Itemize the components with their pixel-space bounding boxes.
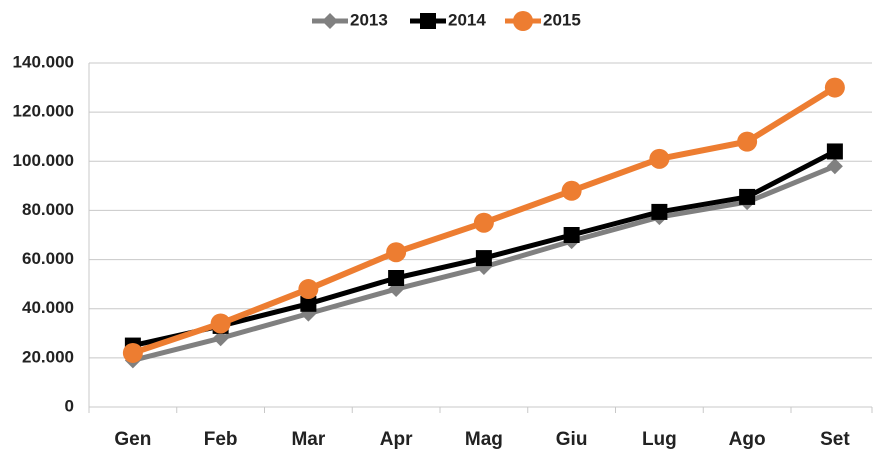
x-tick-label: Mar	[291, 429, 325, 450]
marker	[475, 250, 492, 267]
marker	[386, 242, 407, 263]
x-tick-label: Set	[820, 429, 850, 450]
legend-item: 2014	[410, 10, 486, 29]
y-tick-label: 40.000	[22, 298, 74, 317]
legend-label: 2013	[350, 10, 388, 29]
marker	[651, 203, 668, 220]
x-tick-label: Mag	[465, 429, 503, 450]
marker	[513, 11, 533, 31]
marker	[563, 227, 580, 243]
x-tick-label: Giu	[556, 429, 588, 450]
marker	[561, 180, 582, 201]
x-tick-label: Ago	[729, 429, 766, 450]
y-tick-label: 140.000	[13, 52, 74, 71]
x-tick-label: Apr	[380, 429, 413, 450]
series	[122, 77, 845, 363]
marker	[420, 13, 436, 29]
marker	[122, 342, 143, 363]
marker	[739, 188, 756, 205]
marker	[322, 13, 338, 29]
y-tick-label: 20.000	[22, 347, 74, 366]
marker	[298, 279, 319, 300]
y-tick-label: 80.000	[22, 200, 74, 219]
x-tick-label: Gen	[114, 429, 151, 450]
y-tick-label: 120.000	[13, 102, 74, 121]
series	[124, 143, 843, 354]
marker	[473, 212, 494, 233]
legend-item: 2013	[312, 10, 388, 29]
marker	[212, 330, 229, 347]
y-tick-label: 0	[65, 396, 74, 415]
marker	[388, 270, 405, 286]
marker	[737, 131, 758, 152]
x-tick-label: Feb	[204, 429, 238, 450]
marker	[826, 143, 843, 160]
legend-label: 2015	[543, 10, 581, 29]
marker	[210, 313, 231, 334]
x-tick-label: Lug	[642, 429, 677, 450]
marker	[300, 295, 317, 312]
legend-item: 2015	[505, 10, 581, 31]
legend-label: 2014	[448, 10, 486, 29]
marker	[826, 158, 843, 175]
y-tick-label: 60.000	[22, 249, 74, 268]
marker	[824, 77, 845, 98]
marker	[649, 148, 670, 169]
y-tick-label: 100.000	[13, 151, 74, 170]
